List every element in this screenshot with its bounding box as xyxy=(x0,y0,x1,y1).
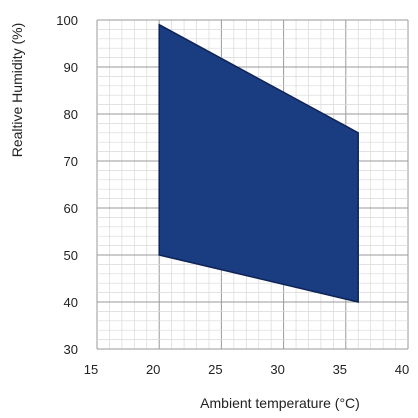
x-tick-label: 30 xyxy=(270,362,284,377)
x-axis-label: Ambient temperature (°C) xyxy=(200,395,360,411)
x-tick-label: 25 xyxy=(208,362,222,377)
x-tick-label: 15 xyxy=(84,362,98,377)
y-tick-label: 50 xyxy=(64,248,78,263)
y-tick-label: 100 xyxy=(56,13,78,28)
y-axis-label: Realtive Humidity (%) xyxy=(9,23,25,158)
operating-region xyxy=(158,23,359,303)
y-tick-label: 70 xyxy=(64,154,78,169)
x-tick-label: 40 xyxy=(395,362,409,377)
y-tick-label: 60 xyxy=(64,201,78,216)
y-tick-label: 90 xyxy=(64,60,78,75)
x-tick-label: 20 xyxy=(146,362,160,377)
y-tick-label: 30 xyxy=(64,342,78,357)
y-tick-label: 40 xyxy=(64,295,78,310)
y-tick-label: 80 xyxy=(64,107,78,122)
y-tick-labels: 30 40 50 60 70 80 90 100 xyxy=(56,13,78,357)
x-tick-label: 35 xyxy=(333,362,347,377)
x-tick-labels: 15 20 25 30 35 40 xyxy=(84,362,409,377)
